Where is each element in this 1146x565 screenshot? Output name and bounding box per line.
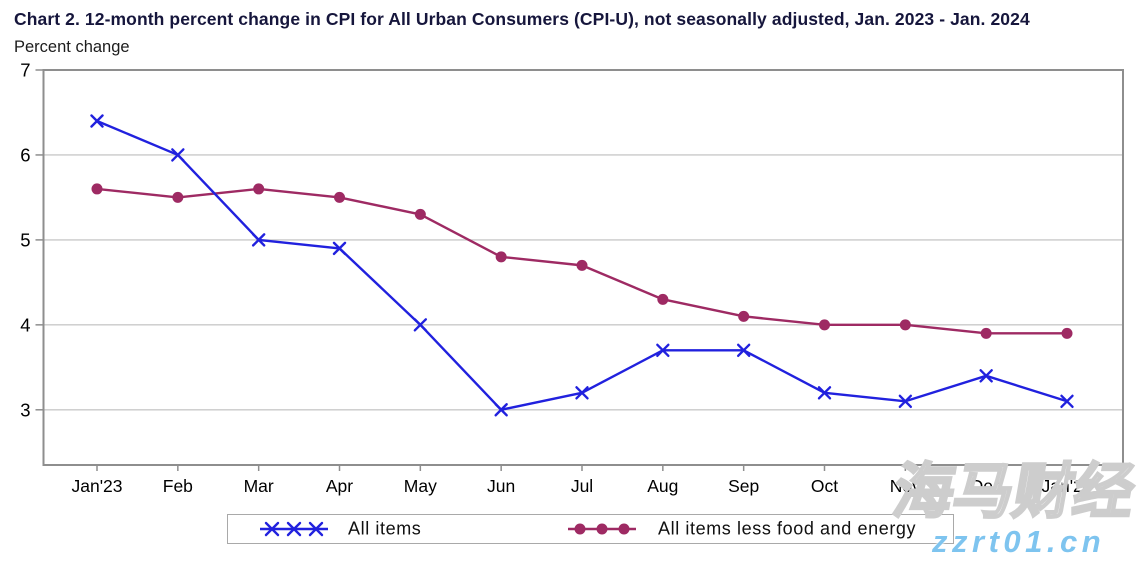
data-point-circle	[980, 327, 992, 339]
x-tick-label-May: May	[404, 476, 437, 496]
data-point-x	[979, 369, 993, 383]
y-tick-label-6: 6	[20, 144, 30, 165]
data-point-circle	[738, 310, 750, 322]
y-tick-label-7: 7	[20, 60, 30, 81]
data-point-x	[898, 394, 913, 408]
data-point-x	[251, 233, 266, 247]
y-axis-unit-label: Percent change	[14, 38, 130, 56]
y-tick-label-3: 3	[20, 399, 30, 420]
legend-label-core: All items less food and energy	[658, 518, 917, 539]
x-tick-label-Nov: Nov	[890, 476, 921, 496]
data-point-circle	[1061, 327, 1073, 339]
data-point-x	[1060, 394, 1074, 408]
legend-marker-core	[568, 523, 636, 535]
x-tick-label-Jun: Jun	[487, 476, 515, 496]
x-tick-label-Sep: Sep	[728, 476, 759, 496]
data-point-x	[413, 318, 428, 332]
data-point-circle	[495, 251, 507, 263]
y-tick-label-4: 4	[20, 314, 30, 335]
x-tick-label-Oct: Oct	[811, 476, 838, 496]
data-point-x	[575, 386, 589, 400]
data-point-circle	[334, 191, 345, 203]
x-tick-label-Apr: Apr	[326, 476, 353, 496]
data-point-circle	[576, 259, 588, 271]
chart-title: Chart 2. 12-month percent change in CPI …	[14, 9, 1030, 29]
plot-border	[42, 69, 1124, 466]
x-tick-label-Feb: Feb	[163, 476, 193, 496]
data-point-circle	[172, 191, 184, 203]
data-point-x	[736, 343, 751, 358]
x-tick-label-Jul: Jul	[571, 476, 593, 496]
x-tick-label-Dec: Dec	[971, 476, 1002, 496]
data-point-x	[494, 403, 508, 417]
data-point-x	[90, 114, 104, 128]
legend-marker-all-items	[260, 521, 328, 537]
data-point-circle	[253, 183, 265, 195]
data-point-x	[332, 241, 347, 256]
data-point-circle	[899, 319, 911, 331]
x-tick-label-Jan'23: Jan'23	[71, 476, 122, 496]
y-tick-label-5: 5	[20, 229, 30, 250]
x-tick-label-Mar: Mar	[244, 476, 274, 496]
legend: All items All items less food and energy	[227, 514, 954, 544]
data-point-circle	[414, 208, 426, 220]
x-tick-label-Jan'24: Jan'24	[1041, 476, 1092, 496]
data-point-x	[817, 386, 832, 400]
x-tick-label-Aug: Aug	[647, 476, 678, 496]
data-point-x	[656, 343, 670, 358]
data-point-circle	[657, 293, 669, 305]
data-point-x	[171, 148, 185, 162]
legend-label-all-items: All items	[348, 518, 422, 539]
data-point-circle	[91, 183, 103, 195]
data-point-circle	[819, 319, 830, 331]
